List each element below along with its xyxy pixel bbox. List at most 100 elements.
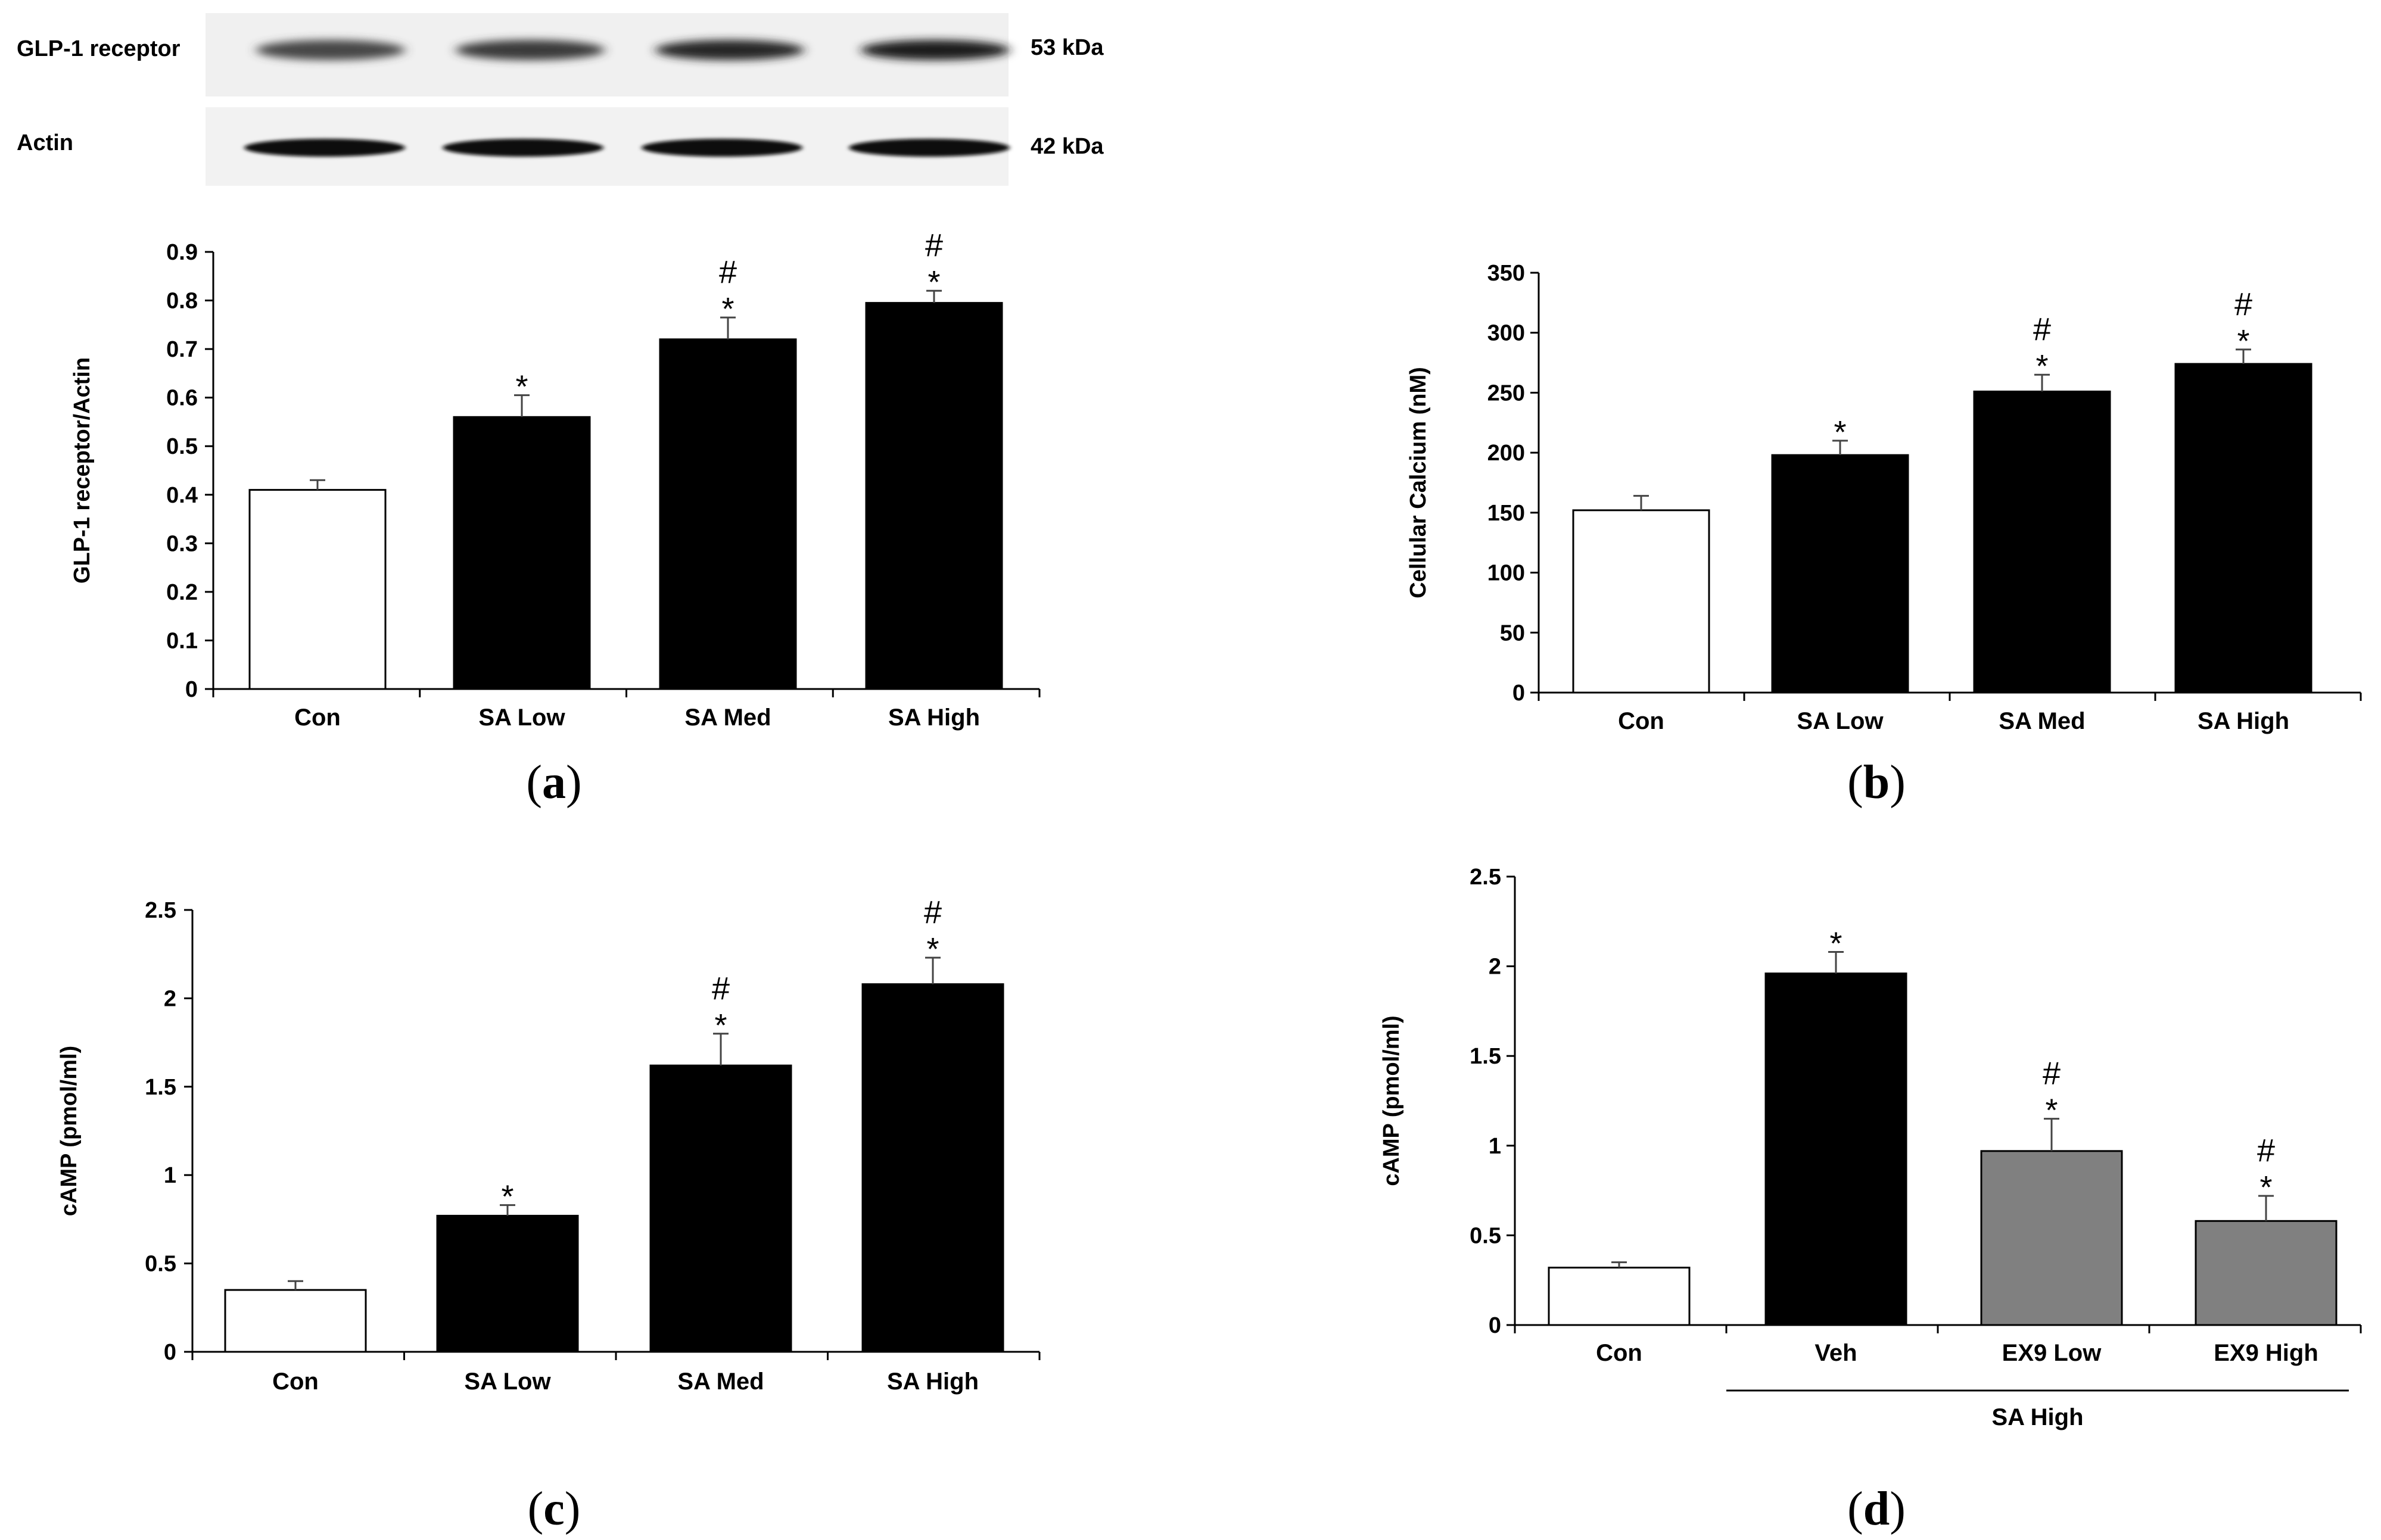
y-tick-label: 0.9 xyxy=(166,240,198,265)
bar xyxy=(659,338,797,690)
significance-hash: # xyxy=(2033,311,2051,347)
blot-weight-label: 53 kDa xyxy=(1031,35,1104,60)
significance-asterisk: * xyxy=(2259,1170,2272,1205)
y-tick-label: 0.5 xyxy=(145,1252,176,1277)
blot-weight-label: 42 kDa xyxy=(1031,134,1104,159)
y-tick-label: 2.5 xyxy=(145,898,176,923)
bar xyxy=(436,1214,579,1353)
panel-label-a: (a) xyxy=(526,756,581,809)
blot-row-glp1: GLP-1 receptor 53 kDa xyxy=(17,13,1104,96)
panel-label-b: (b) xyxy=(1847,756,1906,809)
bar xyxy=(1572,509,1710,694)
blot-protein-label: GLP-1 receptor xyxy=(17,36,180,61)
x-tick-label: SA Low xyxy=(464,1368,551,1395)
bar xyxy=(1980,1150,2123,1326)
x-tick-label: SA Low xyxy=(1797,708,1884,734)
x-tick-label: SA High xyxy=(887,1368,979,1395)
x-tick-label: Con xyxy=(1596,1340,1642,1366)
x-tick-label: EX9 Low xyxy=(2002,1340,2102,1366)
y-tick-label: 0 xyxy=(164,1340,176,1365)
blot-bands xyxy=(256,40,1010,60)
y-tick-label: 0.2 xyxy=(166,580,198,605)
y-tick-label: 0 xyxy=(185,677,198,702)
x-tick-label: SA Med xyxy=(677,1368,764,1395)
chart-b: 0 50 100 150 200 250 300 350 Cellular Calcium (n… xyxy=(1406,261,2362,734)
y-tick-label: 200 xyxy=(1487,441,1525,466)
significance-asterisk: * xyxy=(1829,926,1842,962)
blot-band xyxy=(642,139,802,157)
bar xyxy=(649,1064,792,1353)
significance-asterisk: * xyxy=(2035,348,2048,384)
chart-a: 0 0.1 0.2 0.3 0.4 0.5 0.6 0.7 0.8 0.9 GLP-1 recept… xyxy=(70,227,1041,731)
x-tick-label: EX9 High xyxy=(2214,1340,2318,1366)
blot-band xyxy=(443,139,603,157)
blot-bands xyxy=(244,139,1010,157)
significance-hash: # xyxy=(719,254,737,290)
x-tick-label: SA Med xyxy=(1999,708,2085,734)
significance-asterisk: * xyxy=(2045,1093,2058,1128)
blot-band xyxy=(849,139,1010,157)
bar xyxy=(1973,390,2111,694)
x-tick-label: SA High xyxy=(888,704,980,731)
group-label: SA High xyxy=(1991,1404,2083,1430)
bar xyxy=(2195,1220,2338,1326)
y-tick-label: 0.6 xyxy=(166,386,198,411)
bar xyxy=(1764,972,1907,1326)
x-tick-label: SA High xyxy=(2198,708,2289,734)
bar xyxy=(248,489,387,690)
bar xyxy=(453,416,591,690)
bar xyxy=(1771,454,1909,694)
y-tick-label: 0.1 xyxy=(166,628,198,653)
significance-hash: # xyxy=(2043,1056,2061,1092)
bar xyxy=(1548,1267,1691,1326)
significance-asterisk: * xyxy=(515,369,528,405)
significance-hash: # xyxy=(2257,1133,2275,1168)
y-tick-label: 50 xyxy=(1500,621,1525,646)
y-axis-label: Cellular Calcium (nM) xyxy=(1406,367,1431,598)
bar xyxy=(861,983,1004,1353)
blot-band xyxy=(256,40,405,60)
blot-band xyxy=(244,139,405,157)
significance-asterisk: * xyxy=(1834,414,1846,450)
blot-band xyxy=(861,40,1010,60)
significance-hash: # xyxy=(712,971,730,1006)
y-tick-label: 2 xyxy=(164,986,176,1011)
x-tick-label: Con xyxy=(272,1368,319,1395)
y-tick-label: 250 xyxy=(1487,381,1525,406)
y-axis-label: cAMP (pmol/ml) xyxy=(1379,1015,1404,1186)
significance-asterisk: * xyxy=(926,931,939,967)
x-tick-label: Veh xyxy=(1814,1340,1857,1366)
significance-asterisk: * xyxy=(501,1179,513,1215)
y-tick-label: 0.4 xyxy=(166,483,198,508)
significance-asterisk: * xyxy=(714,1008,727,1043)
x-tick-label: SA Med xyxy=(684,704,771,731)
bar xyxy=(865,302,1003,690)
y-tick-label: 2 xyxy=(1489,955,1501,980)
significance-hash: # xyxy=(2234,286,2252,322)
y-tick-label: 350 xyxy=(1487,261,1525,286)
y-tick-label: 1 xyxy=(164,1163,176,1188)
significance-hash: # xyxy=(925,227,943,263)
x-tick-label: SA Low xyxy=(478,704,565,731)
blot-row-actin: Actin 42 kDa xyxy=(17,107,1104,186)
y-axis-label: cAMP (pmol/ml) xyxy=(57,1046,82,1216)
panel-label-d: (d) xyxy=(1847,1483,1906,1535)
y-tick-label: 0.3 xyxy=(166,531,198,556)
y-tick-label: 0 xyxy=(1489,1313,1501,1338)
blot-band xyxy=(456,40,605,60)
y-tick-label: 300 xyxy=(1487,321,1525,346)
y-axis-label: GLP-1 receptor/Actin xyxy=(70,357,95,584)
y-tick-label: 0.8 xyxy=(166,289,198,314)
y-tick-label: 0.5 xyxy=(1470,1223,1501,1248)
significance-asterisk: * xyxy=(721,291,734,327)
significance-hash: # xyxy=(924,894,942,930)
y-tick-label: 0.5 xyxy=(166,434,198,459)
y-tick-label: 1 xyxy=(1489,1134,1501,1159)
bar xyxy=(224,1289,367,1353)
y-tick-label: 0 xyxy=(1512,681,1525,706)
bar xyxy=(2174,363,2312,694)
blot-protein-label: Actin xyxy=(17,130,73,155)
y-tick-label: 1.5 xyxy=(1470,1044,1501,1069)
